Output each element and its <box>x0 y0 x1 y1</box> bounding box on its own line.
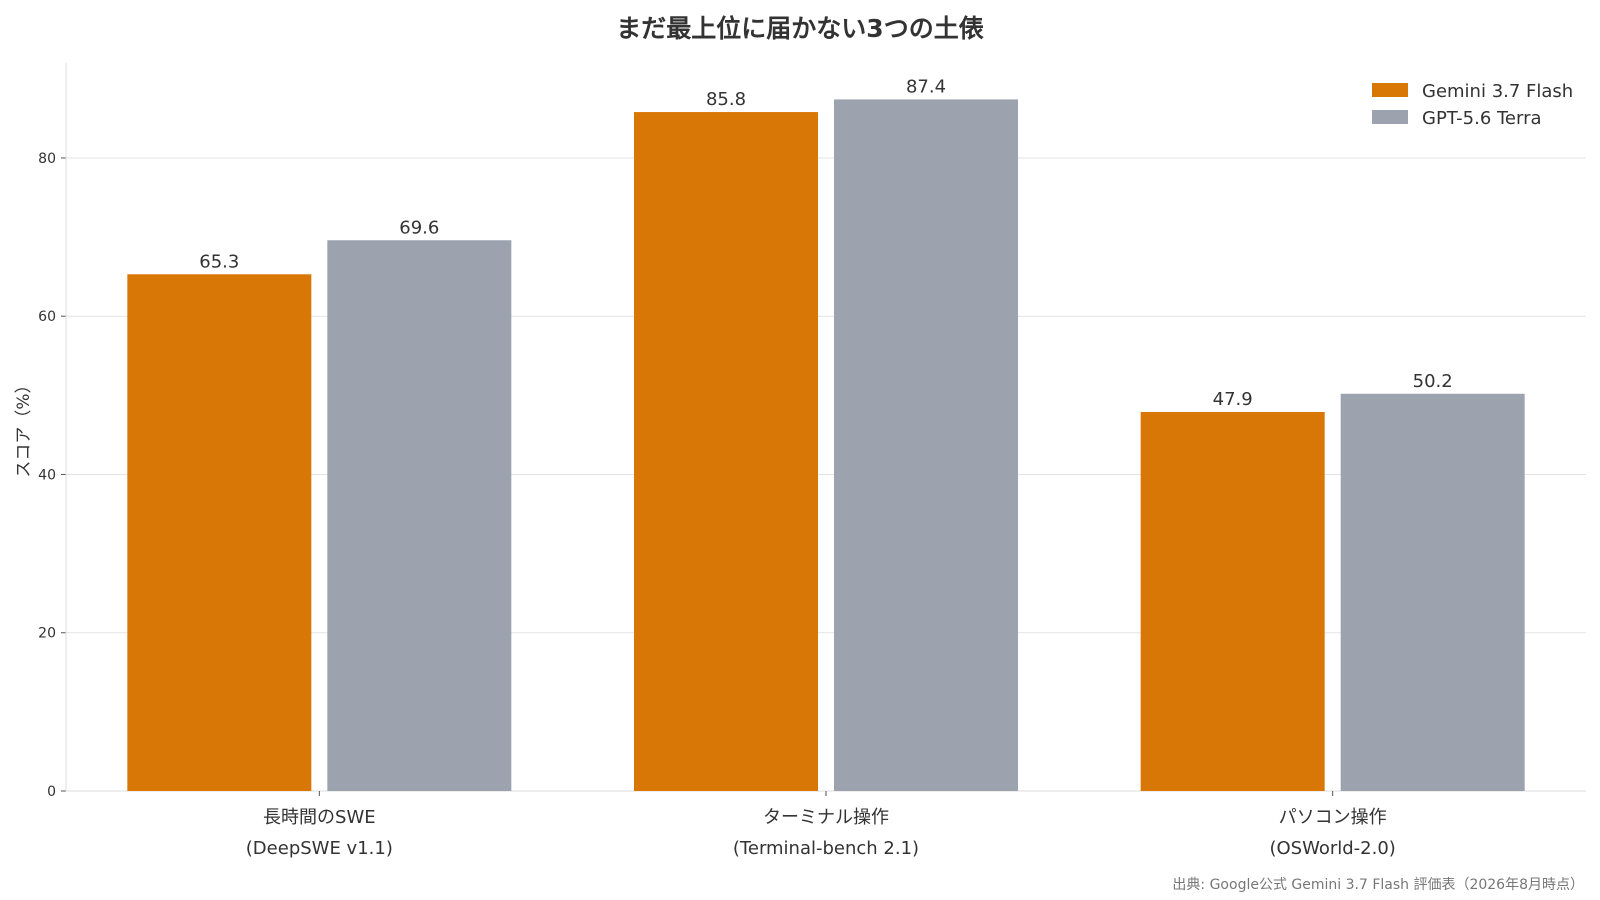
bar <box>634 112 818 792</box>
y-tick-label: 0 <box>47 784 56 800</box>
data-label: 47.9 <box>1213 389 1253 410</box>
axes: 0 20 40 60 80 長時間のSWE (DeepSWE v1.1) ターミナル操作 (Te… <box>38 63 1586 859</box>
x-tick-label: (DeepSWE v1.1) <box>246 838 393 859</box>
chart-title: まだ最上位に届かない3つの土俵 <box>616 14 983 43</box>
y-axis-label: スコア（%） <box>14 376 34 477</box>
x-tick-label: 長時間のSWE <box>263 807 376 828</box>
bars <box>127 99 1525 792</box>
source-note: 出典: Google公式 Gemini 3.7 Flash 評価表（2026年8… <box>1172 877 1584 893</box>
legend-label: Gemini 3.7 Flash <box>1422 81 1573 102</box>
data-label: 50.2 <box>1413 371 1453 392</box>
legend-label: GPT-5.6 Terra <box>1422 108 1542 129</box>
bar <box>1140 411 1325 791</box>
gridlines <box>66 157 1586 634</box>
y-tick-label: 20 <box>38 626 56 642</box>
y-tick-label: 80 <box>38 151 56 167</box>
bar <box>127 274 312 791</box>
data-label: 69.6 <box>399 217 439 238</box>
data-labels: 65.3 69.6 85.8 87.4 47.9 50.2 <box>199 76 1452 410</box>
x-tick-label: パソコン操作 <box>1279 807 1387 828</box>
legend-swatch <box>1372 110 1408 124</box>
x-tick-label: ターミナル操作 <box>763 807 889 828</box>
data-label: 65.3 <box>199 251 239 272</box>
bar <box>1340 393 1525 791</box>
data-label: 85.8 <box>706 89 746 110</box>
data-label: 87.4 <box>906 76 946 97</box>
legend: Gemini 3.7 Flash GPT-5.6 Terra <box>1372 81 1573 129</box>
y-tick-label: 60 <box>38 309 56 325</box>
legend-swatch <box>1372 83 1408 97</box>
bar <box>834 99 1018 791</box>
x-tick-label: (OSWorld-2.0) <box>1269 838 1395 859</box>
x-tick-label: (Terminal-bench 2.1) <box>733 838 919 859</box>
y-tick-label: 40 <box>38 467 56 483</box>
bar <box>327 240 512 791</box>
